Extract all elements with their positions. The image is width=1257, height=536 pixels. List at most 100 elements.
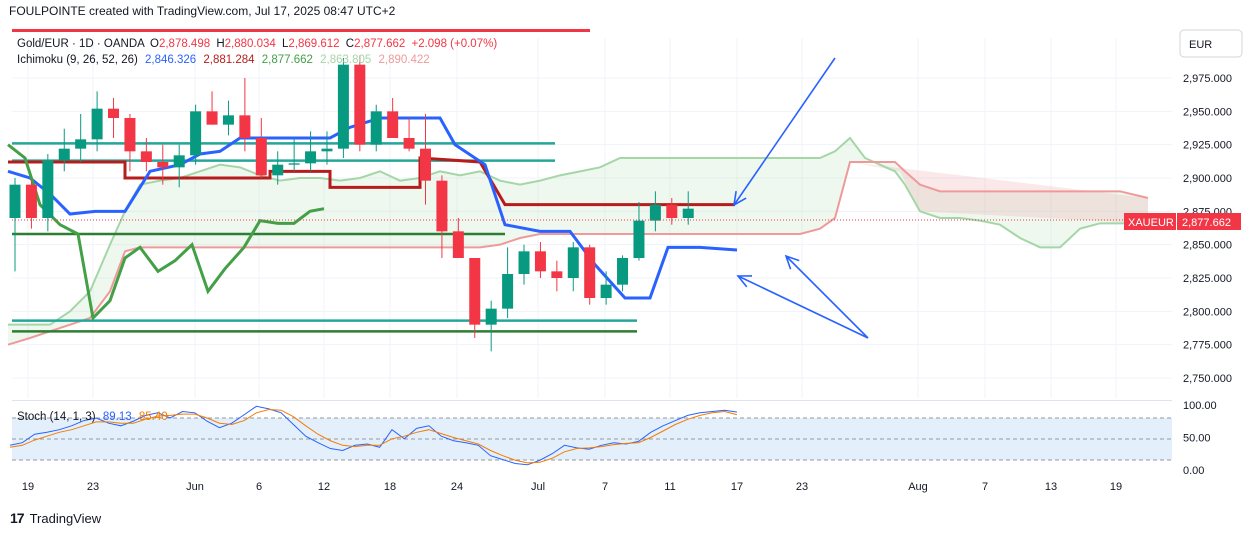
senkou-span-a	[8, 136, 1148, 326]
candle-body	[173, 155, 185, 168]
candle	[354, 55, 366, 152]
price-tick-label: 2,800.000	[1183, 306, 1232, 318]
candle	[387, 98, 399, 138]
candle-body	[469, 258, 481, 325]
price-tick-label: 2,750.000	[1183, 373, 1232, 385]
candle	[305, 131, 317, 172]
candle	[649, 191, 661, 232]
legend-ohlc: O2,878.498 H2,880.034 L2,869.612 C2,877.…	[150, 38, 497, 50]
stoch-d-line	[9, 409, 738, 464]
candle-body	[387, 111, 399, 138]
time-axis[interactable]: 19 23 Jun 6 12 18 24 Jul 7 11 17 23 Aug 7 13 19	[22, 481, 1122, 493]
candle	[157, 144, 169, 185]
candle	[25, 180, 37, 229]
candle-body	[206, 111, 218, 125]
price-tick-label: 2,850.000	[1183, 240, 1232, 252]
candle	[502, 247, 514, 318]
candle	[469, 258, 481, 338]
price-axis[interactable]: 2,975.000 2,950.000 2,925.000 2,900.000 2,87…	[1183, 73, 1232, 385]
candle-body	[354, 64, 366, 145]
cloud-fill-bear	[850, 162, 1148, 224]
candle	[420, 114, 431, 205]
candle	[600, 271, 612, 305]
cloud-fill	[8, 138, 1148, 345]
candle-body	[222, 115, 234, 125]
candle-body	[91, 108, 103, 140]
candle	[485, 300, 497, 352]
candle	[321, 131, 333, 165]
price-tag-symbol-box	[1124, 213, 1176, 230]
price-tag-symbol: XAUEUR	[1128, 217, 1174, 229]
arrow-head	[784, 254, 800, 270]
time-tick-label: 19	[22, 481, 34, 493]
candle	[567, 242, 579, 292]
arrow-shaft	[785, 255, 869, 339]
candle	[75, 114, 87, 162]
time-tick-label: 13	[1045, 481, 1057, 493]
arrow-head	[736, 275, 753, 288]
candles[interactable]	[9, 55, 694, 352]
candle	[9, 178, 21, 272]
stoch-band-fill	[12, 418, 1172, 460]
candle	[682, 191, 694, 225]
candle-body	[567, 247, 579, 278]
candle	[272, 151, 284, 185]
candle-body	[370, 111, 382, 145]
candle	[206, 91, 218, 125]
stoch-axis[interactable]: 100.00 50.00 0.00	[1183, 400, 1217, 477]
time-tick-label: 24	[451, 481, 463, 493]
candle	[140, 138, 152, 172]
candle-body	[190, 111, 202, 156]
price-tick-label: 2,900.000	[1183, 173, 1232, 185]
candle	[42, 154, 54, 232]
candle	[91, 91, 103, 152]
candle-body	[403, 138, 415, 149]
candle	[633, 202, 645, 261]
candle-body	[551, 271, 563, 278]
annotation-arrows[interactable]	[732, 57, 869, 339]
time-tick-label: Jul	[531, 481, 545, 493]
price-tick-label: 2,925.000	[1183, 140, 1232, 152]
price-tick-label: 2,825.000	[1183, 273, 1232, 285]
time-tick-label: Aug	[908, 481, 928, 493]
ichimoku-cloud	[7, 136, 1149, 346]
candle-body	[617, 258, 629, 285]
candle-body	[288, 163, 300, 165]
candle	[436, 175, 448, 258]
candle-body	[452, 231, 464, 258]
arrow-annotation	[732, 57, 836, 207]
stoch-tick-label: 100.00	[1183, 400, 1217, 412]
chikou-line	[7, 143, 325, 322]
candle-body	[436, 180, 448, 232]
candle-body	[42, 160, 54, 218]
candle	[666, 198, 678, 225]
time-tick-label: 7	[602, 481, 608, 493]
currency-box[interactable]	[1179, 29, 1243, 58]
time-tick-label: 23	[796, 481, 808, 493]
candle	[124, 114, 136, 172]
time-tick-label: Jun	[186, 481, 204, 493]
candle-body	[157, 162, 169, 168]
candle	[173, 144, 185, 188]
tenkan-line	[7, 116, 738, 300]
candle-body	[239, 115, 251, 138]
candle-body	[140, 151, 152, 162]
price-tag-value-box	[1177, 213, 1241, 230]
stoch-lines	[9, 405, 738, 466]
senkou-span-b	[7, 161, 1149, 346]
candle-body	[502, 274, 514, 309]
candle-body	[485, 308, 497, 325]
candle	[58, 128, 70, 172]
arrow-shaft	[733, 57, 836, 206]
candle	[584, 244, 596, 305]
candle-body	[75, 139, 87, 149]
candle-body	[108, 108, 120, 118]
candle-body	[666, 204, 678, 218]
candle	[452, 218, 464, 258]
candle-body	[124, 118, 136, 152]
legend-row-2: Ichimoku (9, 26, 52, 26) 2,846.326 2,881…	[17, 54, 430, 66]
candle-body	[25, 184, 37, 218]
time-tick-label: 12	[318, 481, 330, 493]
candle	[551, 260, 563, 292]
